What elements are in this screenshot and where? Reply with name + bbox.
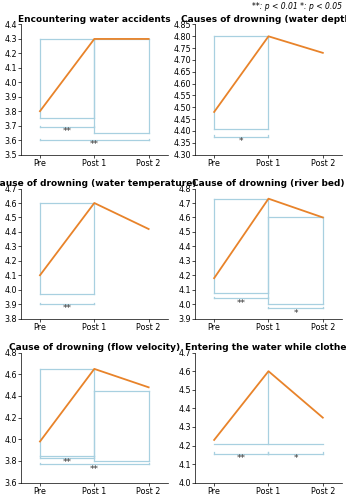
Text: **: ** bbox=[63, 128, 72, 136]
Title: Encountering water accidents: Encountering water accidents bbox=[18, 14, 171, 24]
Text: *: * bbox=[239, 137, 244, 146]
Text: **: ** bbox=[90, 464, 99, 473]
Text: **: ** bbox=[237, 454, 246, 463]
Title: Cause of drowning (water temperature): Cause of drowning (water temperature) bbox=[0, 179, 196, 188]
Text: **: ** bbox=[90, 140, 99, 149]
Title: Causes of drowning (water depth): Causes of drowning (water depth) bbox=[181, 14, 346, 24]
Text: **: ** bbox=[63, 458, 72, 467]
Title: Cause of drowning (flow velocity): Cause of drowning (flow velocity) bbox=[9, 343, 180, 352]
Text: **: ** bbox=[63, 304, 72, 314]
Text: **: p < 0.01 *: p < 0.05: **: p < 0.01 *: p < 0.05 bbox=[252, 2, 342, 12]
Text: *: * bbox=[293, 454, 298, 463]
Text: *: * bbox=[293, 309, 298, 318]
Title: Cause of drowning (river bed): Cause of drowning (river bed) bbox=[192, 179, 345, 188]
Text: **: ** bbox=[237, 298, 246, 308]
Title: Entering the water while clothed: Entering the water while clothed bbox=[184, 343, 346, 352]
